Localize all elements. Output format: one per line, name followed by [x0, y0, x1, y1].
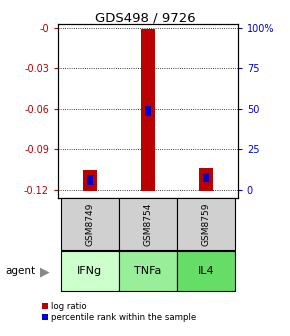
Bar — [87, 175, 93, 185]
Bar — [119, 198, 177, 250]
Bar — [61, 251, 119, 291]
Bar — [203, 172, 209, 182]
Text: IL4: IL4 — [197, 266, 214, 276]
Text: GDS498 / 9726: GDS498 / 9726 — [95, 12, 195, 25]
Text: GSM8754: GSM8754 — [143, 203, 153, 246]
Bar — [61, 198, 119, 250]
Text: GSM8759: GSM8759 — [201, 203, 211, 246]
Bar — [177, 251, 235, 291]
Bar — [141, 29, 155, 192]
Legend: log ratio, percentile rank within the sample: log ratio, percentile rank within the sa… — [42, 302, 197, 322]
Text: TNFa: TNFa — [134, 266, 162, 276]
Text: IFNg: IFNg — [77, 266, 102, 276]
Bar — [199, 168, 213, 192]
Text: GSM8749: GSM8749 — [85, 203, 95, 246]
Bar — [145, 106, 151, 116]
Bar — [177, 198, 235, 250]
Bar — [119, 251, 177, 291]
Bar — [83, 170, 97, 192]
Text: ▶: ▶ — [40, 265, 50, 278]
Text: agent: agent — [6, 266, 36, 277]
